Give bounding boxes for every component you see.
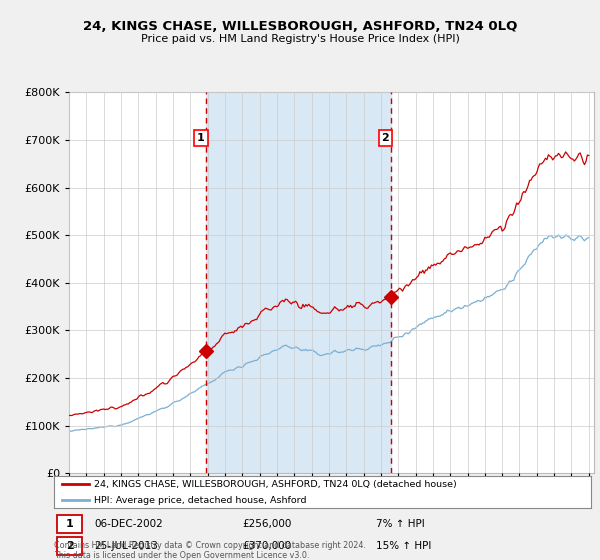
Bar: [206, 92, 391, 473]
Text: Contains HM Land Registry data © Crown copyright and database right 2024.
This d: Contains HM Land Registry data © Crown c…: [54, 540, 366, 560]
Text: HPI: Average price, detached house, Ashford: HPI: Average price, detached house, Ashf…: [94, 496, 307, 505]
Text: £370,000: £370,000: [242, 541, 291, 551]
Text: 7% ↑ HPI: 7% ↑ HPI: [376, 519, 425, 529]
Text: 1: 1: [197, 133, 205, 143]
FancyBboxPatch shape: [56, 515, 82, 533]
Text: £256,000: £256,000: [242, 519, 292, 529]
Text: 15% ↑ HPI: 15% ↑ HPI: [376, 541, 431, 551]
FancyBboxPatch shape: [56, 537, 82, 555]
Text: 2: 2: [382, 133, 389, 143]
Text: 06-DEC-2002: 06-DEC-2002: [94, 519, 163, 529]
Text: 1: 1: [65, 519, 73, 529]
Text: 24, KINGS CHASE, WILLESBOROUGH, ASHFORD, TN24 0LQ: 24, KINGS CHASE, WILLESBOROUGH, ASHFORD,…: [83, 20, 517, 32]
Text: Price paid vs. HM Land Registry's House Price Index (HPI): Price paid vs. HM Land Registry's House …: [140, 34, 460, 44]
Text: 2: 2: [65, 541, 73, 551]
Text: 25-JUL-2013: 25-JUL-2013: [94, 541, 158, 551]
Text: 24, KINGS CHASE, WILLESBOROUGH, ASHFORD, TN24 0LQ (detached house): 24, KINGS CHASE, WILLESBOROUGH, ASHFORD,…: [94, 479, 457, 489]
